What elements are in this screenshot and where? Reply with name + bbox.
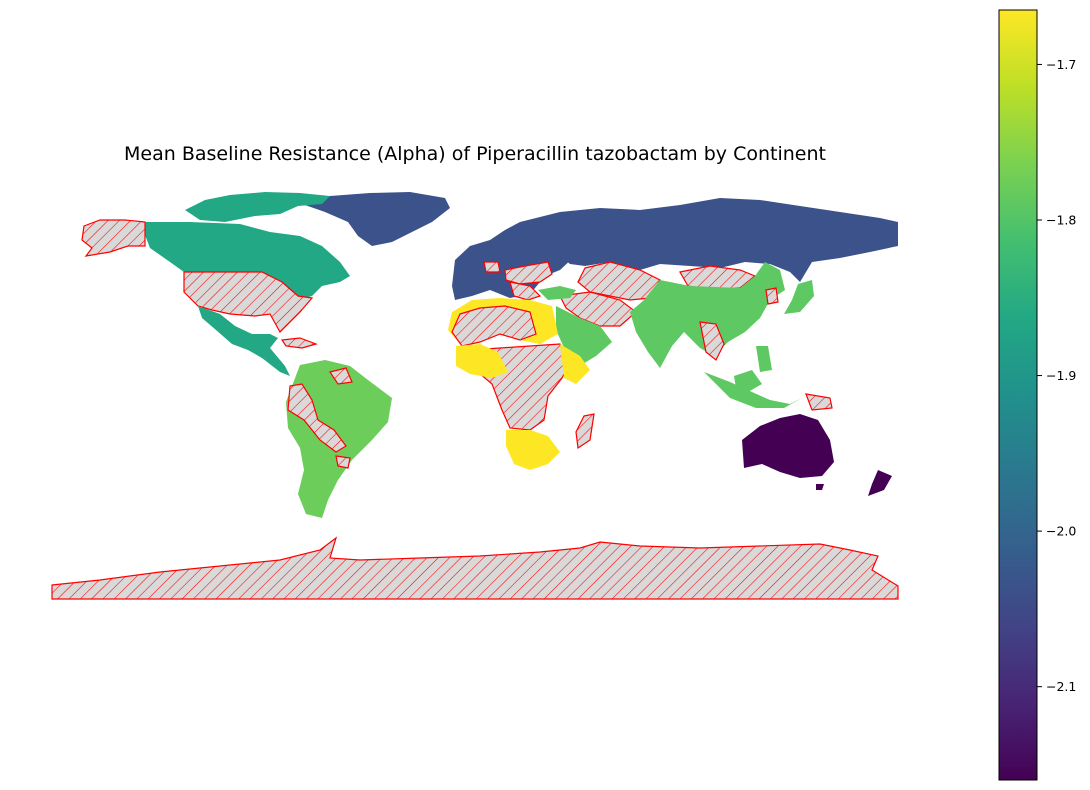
andes-missing: [287, 383, 347, 453]
africa-missing-sahara: [451, 305, 537, 347]
russia-region: [520, 198, 898, 282]
new-zealand-region: [868, 470, 892, 496]
tasmania-region: [816, 484, 824, 490]
japan-region: [784, 280, 814, 314]
world-map: [51, 192, 899, 600]
west-africa-region: [456, 344, 508, 378]
philippines-region: [756, 346, 772, 372]
canada-arctic-islands: [185, 192, 330, 222]
mexico-central-america: [198, 306, 290, 376]
central-asia-missing: [577, 261, 661, 301]
colorbar-gradient: [998, 9, 1038, 781]
greenland-region: [305, 192, 450, 246]
colorbar-ticks: −1.7 −1.8 −1.9 −2.0 −2.1: [1037, 57, 1076, 694]
usa-missing: [183, 271, 314, 333]
alaska-missing: [81, 219, 146, 257]
horn-of-africa-region: [560, 344, 590, 384]
colorbar: −1.7 −1.8 −1.9 −2.0 −2.1: [998, 9, 1076, 781]
middle-east-missing: [559, 291, 637, 327]
balkans-missing: [509, 281, 542, 301]
caribbean-missing: [280, 337, 318, 349]
paraguay-missing: [335, 455, 351, 469]
southern-africa-region: [506, 430, 560, 470]
colorbar-tick-label: −1.9: [1046, 368, 1076, 383]
australia-region: [742, 414, 834, 478]
europe-missing-2: [483, 261, 501, 273]
colorbar-tick-label: −1.8: [1046, 213, 1076, 228]
colorbar-tick-label: −1.7: [1046, 57, 1076, 72]
map-title: Mean Baseline Resistance (Alpha) of Pipe…: [124, 143, 826, 165]
antarctica-missing: [51, 536, 899, 600]
colorbar-tick-label: −2.1: [1046, 679, 1076, 694]
colorbar-tick-label: −2.0: [1046, 524, 1076, 539]
europe-missing-1: [504, 261, 553, 285]
borneo-region: [734, 370, 762, 392]
canada-region: [145, 222, 350, 302]
korea-missing: [765, 287, 779, 305]
madagascar-missing: [575, 413, 595, 450]
png-missing: [805, 393, 833, 411]
indonesia-region: [704, 372, 802, 408]
asia-region: [630, 262, 785, 368]
guiana-missing: [329, 367, 353, 385]
se-asia-missing: [699, 321, 725, 361]
turkey-region: [538, 286, 576, 300]
